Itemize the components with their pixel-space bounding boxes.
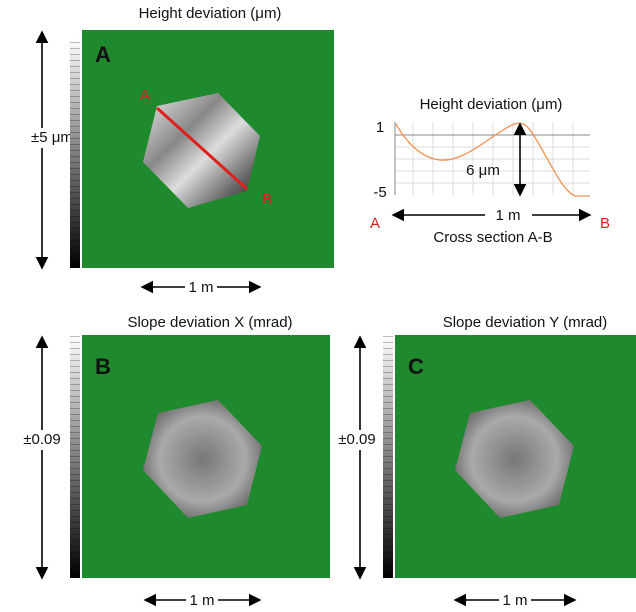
colorbar-ticks — [70, 335, 80, 578]
tick-label: 1 — [376, 119, 384, 136]
panel-label: C — [408, 354, 424, 379]
panel-title: Slope deviation Y (mrad) — [443, 314, 608, 331]
point-label: B — [262, 191, 272, 208]
plot-grid — [395, 122, 590, 195]
tick-label: -5 — [373, 184, 386, 201]
colorbar-ticks — [383, 335, 393, 578]
panel-title: Slope deviation X (mrad) — [127, 314, 292, 331]
range-label: ±0.09 — [338, 431, 375, 448]
depth-label: 6 μm — [466, 162, 500, 179]
figure: Height deviation (μm) ±5 μm A A B 1 m He… — [0, 0, 636, 612]
point-label: B — [600, 215, 610, 232]
colorbar-ticks — [70, 38, 80, 268]
range-label: ±0.09 — [23, 431, 60, 448]
scale-label: 1 m — [189, 592, 214, 609]
panel-label: A — [95, 42, 111, 67]
length-label: 1 m — [495, 207, 520, 224]
panel-title: Height deviation (μm) — [139, 5, 282, 22]
scale-label: 1 m — [502, 592, 527, 609]
caption: Cross section A-B — [433, 229, 552, 246]
range-label: ±5 μm — [31, 129, 73, 146]
scale-label: 1 m — [188, 279, 213, 296]
plot-title: Height deviation (μm) — [420, 96, 563, 113]
panel-label: B — [95, 354, 111, 379]
point-label: A — [370, 215, 380, 232]
point-label: A — [140, 87, 150, 104]
